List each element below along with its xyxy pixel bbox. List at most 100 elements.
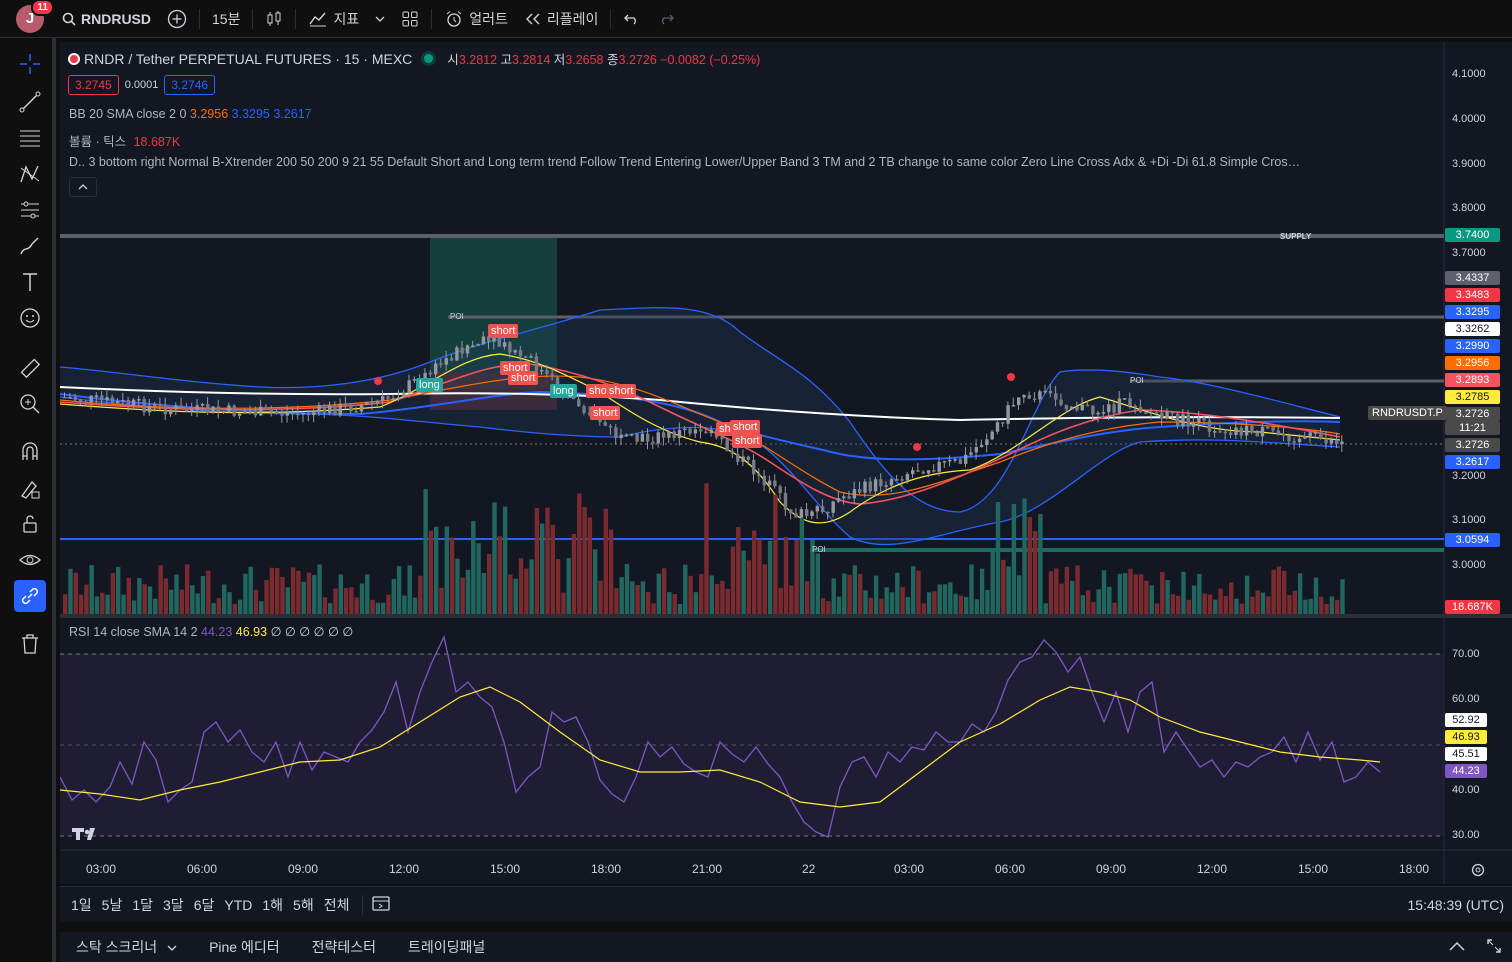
chart-area[interactable]: SUPPLY POI POI POI long long short short… bbox=[60, 42, 1512, 884]
candle-body bbox=[1229, 432, 1233, 435]
chart-type-button[interactable] bbox=[257, 0, 291, 38]
candle-body bbox=[227, 405, 231, 412]
trend-line-icon[interactable] bbox=[14, 86, 46, 118]
candle-body bbox=[253, 411, 258, 416]
bottom-panel-tabs: 스탁 스크리너 Pine 에디터 전략테스터 트레이딩패널 bbox=[60, 928, 1512, 962]
bb-label: BB 20 SMA close 2 0 bbox=[69, 107, 187, 121]
collapse-panel-icon[interactable] bbox=[1448, 939, 1466, 955]
volume-bar bbox=[169, 589, 174, 614]
tab-stock-screener[interactable]: 스탁 스크리너 bbox=[60, 937, 193, 957]
tab-strategy-tester[interactable]: 전략테스터 bbox=[311, 939, 377, 955]
volume-bar bbox=[932, 591, 937, 614]
volume-bar bbox=[820, 598, 826, 614]
alert-button[interactable]: 얼러트 bbox=[436, 0, 516, 38]
rsi-legend[interactable]: RSI 14 close SMA 14 2 44.23 46.93 ∅ ∅ ∅ … bbox=[69, 624, 353, 639]
chart-canvas[interactable] bbox=[60, 42, 1512, 884]
range-button[interactable]: 5해 bbox=[293, 896, 314, 913]
candle-body bbox=[105, 397, 109, 401]
signal-dot bbox=[1007, 373, 1015, 381]
range-button[interactable]: 전체 bbox=[323, 896, 350, 913]
price-tag: 3.3483 bbox=[1445, 288, 1500, 302]
symbol-title[interactable]: RNDR / Tether PERPETUAL FUTURES · 15 · M… bbox=[84, 50, 413, 67]
indicators-button[interactable]: 지표 bbox=[300, 0, 367, 38]
volume-bar bbox=[1229, 582, 1234, 614]
rsi-line bbox=[60, 635, 1381, 838]
goto-date-icon[interactable] bbox=[371, 894, 391, 915]
volume-bar bbox=[905, 597, 911, 614]
volume-bar bbox=[153, 598, 158, 614]
pattern-icon[interactable] bbox=[14, 158, 46, 190]
eye-icon[interactable] bbox=[14, 544, 46, 576]
volume-bar bbox=[290, 567, 296, 614]
candle-body bbox=[979, 445, 984, 448]
volume-bar bbox=[455, 558, 460, 614]
volume-bar bbox=[1218, 588, 1223, 614]
range-button[interactable]: 1달 bbox=[132, 896, 154, 913]
volume-bar bbox=[752, 530, 757, 614]
maximize-panel-icon[interactable] bbox=[1486, 938, 1502, 957]
buy-button[interactable]: 3.2746 bbox=[164, 75, 216, 95]
crosshair-icon[interactable] bbox=[14, 48, 46, 80]
brush-icon[interactable] bbox=[14, 230, 46, 262]
candle-body bbox=[534, 356, 539, 372]
text-icon[interactable] bbox=[14, 266, 46, 298]
link-icon[interactable] bbox=[14, 580, 46, 612]
symbol-search-button[interactable]: RNDRUSD bbox=[54, 0, 159, 38]
range-button[interactable]: 6달 bbox=[193, 896, 215, 913]
candle-body bbox=[200, 404, 205, 406]
candle-body bbox=[1075, 406, 1079, 411]
lock-icon[interactable] bbox=[14, 508, 46, 540]
user-avatar[interactable]: J 11 bbox=[16, 0, 54, 33]
volume-legend[interactable]: 볼륨 · 틱스 18.687K bbox=[69, 131, 180, 150]
volume-bar bbox=[884, 587, 889, 614]
volume-bar bbox=[741, 550, 746, 614]
volume-bar bbox=[1048, 571, 1054, 614]
forecast-icon[interactable] bbox=[14, 194, 46, 226]
short-signal: short bbox=[732, 434, 763, 448]
candle-body bbox=[381, 396, 385, 402]
volume-bar bbox=[264, 579, 269, 614]
candle-body bbox=[73, 397, 77, 400]
compare-button[interactable] bbox=[159, 0, 195, 38]
ruler-icon[interactable] bbox=[14, 352, 46, 384]
range-button[interactable]: 5날 bbox=[101, 896, 123, 913]
fib-retracement-icon[interactable] bbox=[14, 122, 46, 154]
volume-bar bbox=[1128, 568, 1133, 614]
redo-button[interactable] bbox=[649, 0, 683, 38]
zoom-in-icon[interactable] bbox=[14, 388, 46, 420]
magnet-icon[interactable] bbox=[14, 436, 46, 468]
clock-timezone[interactable]: 15:48:39 (UTC) bbox=[1407, 896, 1504, 913]
interval-button[interactable]: 15분 bbox=[204, 0, 248, 38]
sell-button[interactable]: 3.2745 bbox=[68, 75, 119, 95]
volume-bar bbox=[926, 592, 932, 614]
range-button[interactable]: 1일 bbox=[71, 896, 92, 913]
ma-red bbox=[60, 363, 1341, 505]
tab-pine-editor[interactable]: Pine 에디터 bbox=[209, 939, 280, 955]
volume-bar bbox=[237, 599, 243, 614]
trash-icon[interactable] bbox=[14, 628, 46, 660]
candle-body bbox=[386, 396, 390, 399]
candle-body bbox=[1292, 441, 1296, 443]
chart-settings-icon[interactable] bbox=[1470, 862, 1486, 883]
collapse-legend-button[interactable] bbox=[69, 177, 97, 197]
undo-button[interactable] bbox=[615, 0, 649, 38]
volume-bar bbox=[439, 587, 444, 614]
layouts-button[interactable] bbox=[393, 0, 427, 38]
tab-trading-panel[interactable]: 트레이딩패널 bbox=[408, 939, 486, 955]
replay-button[interactable]: 리플레이 bbox=[516, 0, 607, 38]
emoji-icon[interactable] bbox=[14, 302, 46, 334]
price-tag: 3.3262 bbox=[1445, 322, 1500, 336]
candle-body bbox=[110, 397, 115, 404]
indicator-legend[interactable]: D.. 3 bottom right Normal B-Xtrender 200… bbox=[69, 155, 1349, 169]
indicators-dropdown[interactable] bbox=[367, 0, 393, 38]
range-button[interactable]: 1해 bbox=[262, 896, 284, 913]
candle-body bbox=[1017, 397, 1021, 406]
volume-bar bbox=[746, 560, 752, 614]
range-button[interactable]: 3달 bbox=[163, 896, 184, 913]
time-axis-label: 03:00 bbox=[86, 862, 117, 876]
bb-legend[interactable]: BB 20 SMA close 2 0 3.2956 3.3295 3.2617 bbox=[69, 107, 312, 121]
range-button[interactable]: YTD bbox=[224, 896, 253, 913]
lock-drawings-icon[interactable] bbox=[14, 472, 46, 504]
candle-body bbox=[1297, 438, 1302, 443]
candle-body bbox=[831, 501, 835, 513]
